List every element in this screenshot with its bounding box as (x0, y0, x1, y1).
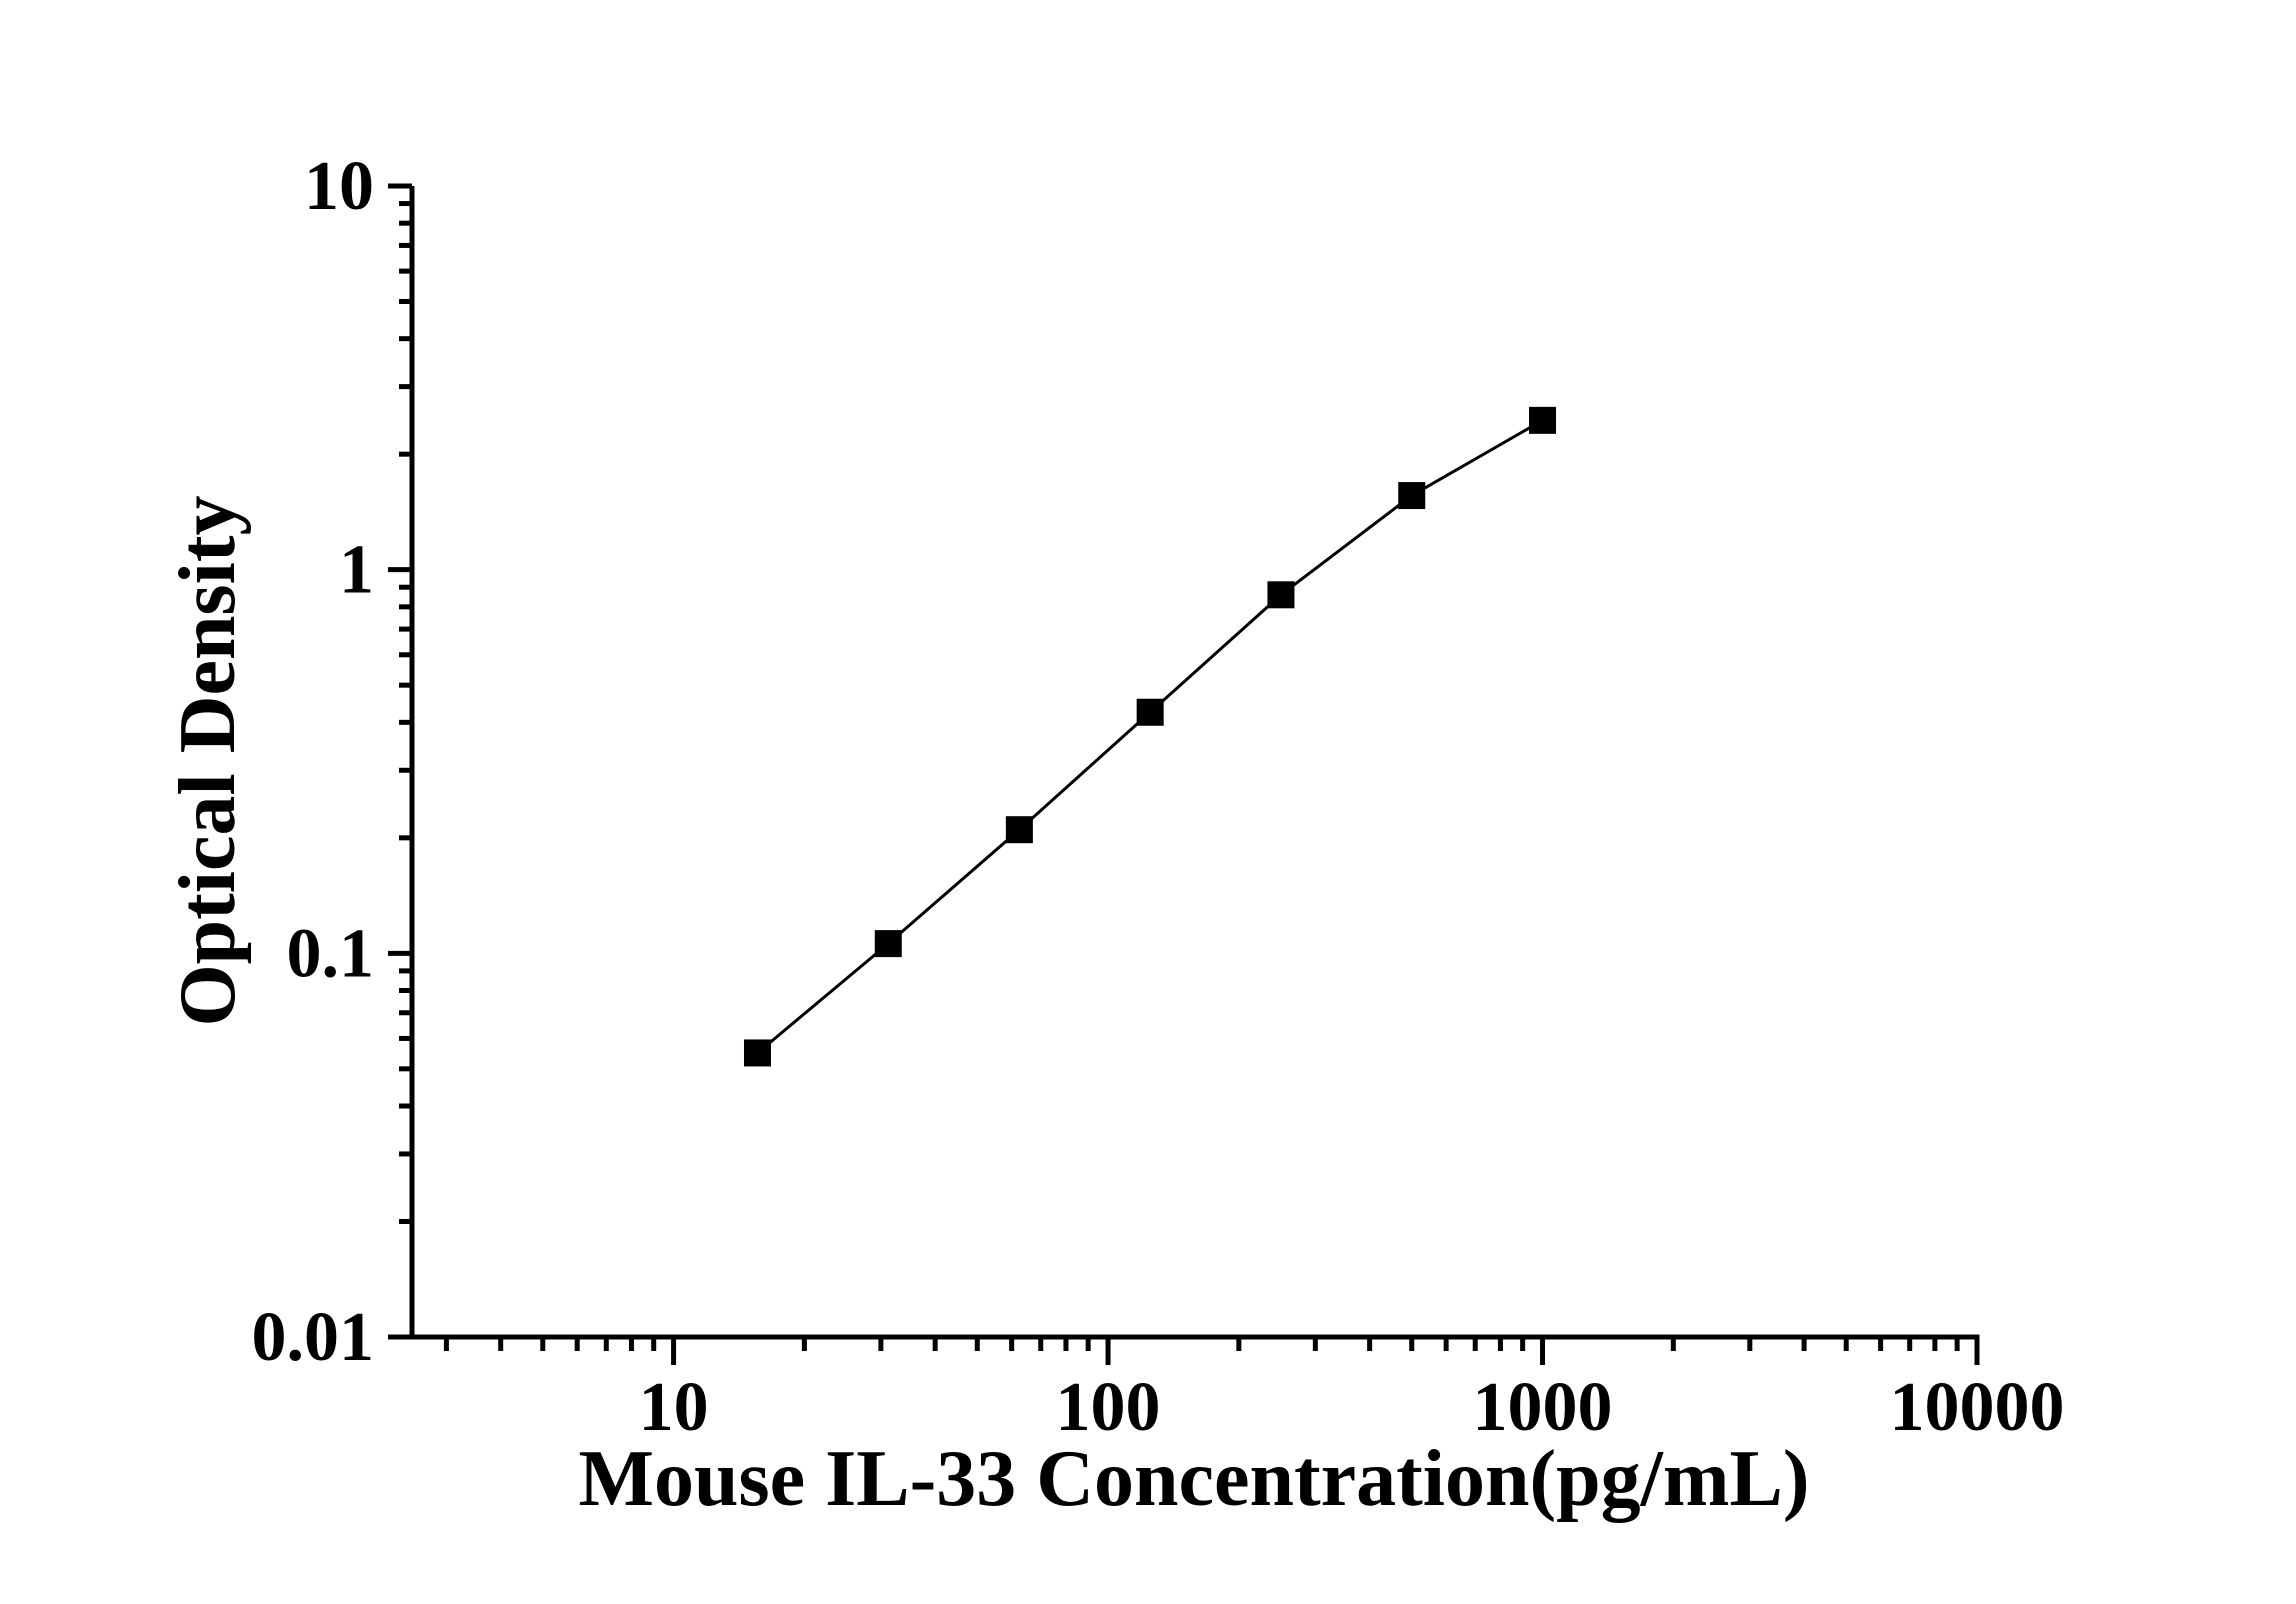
data-point-marker (1267, 581, 1295, 609)
axes-layer: 10 100 1000 10000 10 1 0.1 0.01 (252, 148, 2065, 1446)
y-axis-title: Optical Density (164, 495, 252, 1026)
y-tick-label: 1 (339, 532, 374, 609)
x-axis-title: Mouse IL-33 Concentration(pg/mL) (578, 1435, 1809, 1523)
y-tick-label: 0.1 (287, 915, 375, 992)
x-tick-label: 100 (1056, 1369, 1161, 1446)
data-point-marker (1398, 482, 1426, 510)
data-point-marker (1005, 816, 1033, 844)
series-layer (743, 406, 1557, 1067)
data-point-marker (1136, 698, 1164, 726)
data-point-marker (743, 1039, 771, 1067)
x-tick-label: 10000 (1890, 1369, 2065, 1446)
y-tick-label: 0.01 (252, 1299, 375, 1376)
data-point-marker (1529, 406, 1557, 434)
data-point-marker (874, 930, 902, 958)
x-tick-label: 1000 (1473, 1369, 1613, 1446)
y-tick-label: 10 (304, 148, 374, 225)
x-tick-label: 10 (639, 1369, 709, 1446)
curve-line (756, 419, 1544, 1055)
